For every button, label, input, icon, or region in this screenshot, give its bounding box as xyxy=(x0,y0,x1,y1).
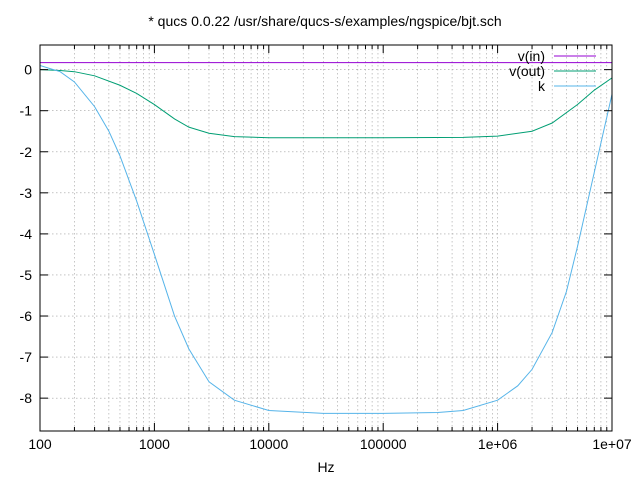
x-tick-labels: 100 1000 10000 100000 1e+06 1e+07 xyxy=(28,436,632,452)
y-tick-label: 0 xyxy=(24,62,32,78)
x-tick-label: 1e+07 xyxy=(592,436,632,452)
x-tick-label: 100000 xyxy=(360,436,407,452)
legend-label: v(in) xyxy=(518,48,545,64)
legend: v(in)v(out)k xyxy=(509,48,596,94)
grid xyxy=(39,45,613,431)
series-line-k xyxy=(39,65,613,414)
series-layer xyxy=(39,62,613,414)
x-tick-label: 100 xyxy=(28,436,52,452)
chart-title: * qucs 0.0.22 /usr/share/qucs-s/examples… xyxy=(148,13,501,29)
legend-label: k xyxy=(538,78,546,94)
series-line-v-out xyxy=(39,69,613,139)
plot-border xyxy=(39,44,613,432)
y-tick-label: -8 xyxy=(20,390,33,406)
y-tick-label: -3 xyxy=(20,185,33,201)
y-tick-label: -1 xyxy=(20,103,33,119)
y-tick-labels: 0 -1 -2 -3 -4 -5 -6 -7 -8 xyxy=(20,62,33,407)
y-tick-label: -2 xyxy=(20,144,33,160)
y-tick-label: -5 xyxy=(20,267,33,283)
ticks xyxy=(39,45,613,431)
y-tick-label: -7 xyxy=(20,349,33,365)
y-tick-label: -6 xyxy=(20,308,33,324)
x-tick-label: 10000 xyxy=(249,436,288,452)
x-tick-label: 1000 xyxy=(139,436,170,452)
x-tick-label: 1e+06 xyxy=(478,436,518,452)
legend-label: v(out) xyxy=(509,63,545,79)
x-axis-label: Hz xyxy=(317,459,334,475)
y-tick-label: -4 xyxy=(20,226,33,242)
